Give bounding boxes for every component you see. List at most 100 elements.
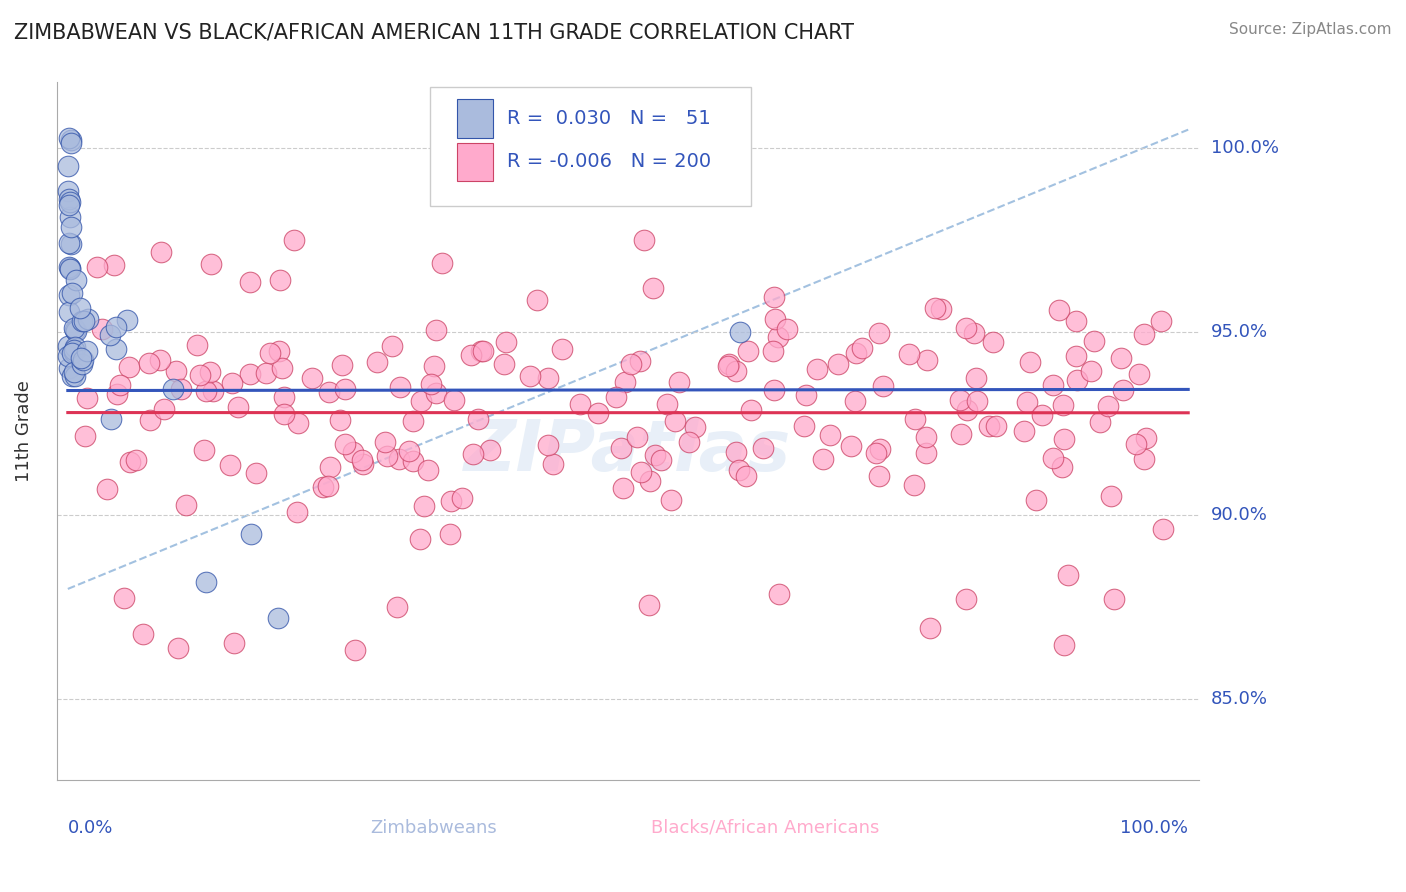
Point: [58, 236, 80, 251]
Text: 90.0%: 90.0%: [1211, 507, 1267, 524]
Point: [254, 367, 277, 381]
Point: [170, 382, 193, 396]
Point: [149, 353, 172, 368]
Point: [1083, 334, 1105, 348]
Point: [352, 457, 374, 471]
Point: [763, 311, 786, 326]
Point: [626, 430, 648, 444]
Point: [402, 414, 425, 428]
Point: [1097, 399, 1119, 413]
Point: [344, 643, 367, 657]
Point: [86, 260, 108, 274]
Point: [460, 348, 482, 362]
Point: [551, 342, 574, 356]
Point: [1042, 377, 1064, 392]
Point: [70, 351, 93, 366]
Point: [1099, 489, 1122, 503]
Point: [162, 382, 184, 396]
Point: [1042, 450, 1064, 465]
Point: [342, 445, 364, 459]
Text: Zimbabweans: Zimbabweans: [370, 819, 498, 837]
Point: [820, 427, 842, 442]
Point: [319, 459, 342, 474]
Point: [58, 260, 80, 274]
Point: [62, 369, 84, 384]
Point: [718, 357, 741, 371]
Point: [70, 314, 93, 328]
Point: [76, 391, 98, 405]
Point: [735, 469, 758, 483]
Point: [1053, 638, 1076, 652]
Point: [112, 591, 135, 606]
FancyBboxPatch shape: [457, 143, 494, 181]
Point: [811, 452, 834, 467]
Point: [58, 192, 80, 206]
Point: [108, 377, 131, 392]
Point: [793, 419, 815, 434]
Point: [1056, 568, 1078, 582]
Point: [633, 233, 655, 247]
Point: [664, 414, 686, 428]
Point: [1088, 415, 1111, 429]
Point: [728, 325, 751, 339]
Point: [59, 133, 82, 147]
Point: [467, 412, 489, 426]
Point: [96, 482, 118, 496]
Point: [75, 429, 97, 443]
Point: [330, 358, 353, 372]
Point: [59, 219, 82, 234]
Point: [657, 397, 679, 411]
Point: [259, 346, 281, 360]
Point: [425, 323, 447, 337]
Point: [312, 480, 335, 494]
Point: [903, 477, 925, 491]
Point: [827, 357, 849, 371]
Point: [56, 349, 79, 363]
Point: [388, 380, 411, 394]
Point: [58, 361, 80, 376]
Text: ZIMBABWEAN VS BLACK/AFRICAN AMERICAN 11TH GRADE CORRELATION CHART: ZIMBABWEAN VS BLACK/AFRICAN AMERICAN 11T…: [14, 22, 853, 42]
Point: [620, 357, 643, 371]
Point: [115, 313, 138, 327]
Point: [195, 574, 218, 589]
Point: [267, 611, 290, 625]
Point: [439, 527, 461, 541]
Text: 100.0%: 100.0%: [1121, 819, 1188, 837]
Point: [195, 384, 218, 398]
Point: [56, 185, 79, 199]
Point: [59, 210, 82, 224]
Y-axis label: 11th Grade: 11th Grade: [15, 380, 32, 482]
Point: [59, 262, 82, 277]
Point: [374, 435, 396, 450]
Point: [432, 256, 454, 270]
Point: [740, 403, 762, 417]
Point: [73, 314, 96, 328]
Point: [845, 346, 868, 360]
Point: [138, 356, 160, 370]
Point: [659, 493, 682, 508]
Point: [1015, 395, 1038, 409]
Point: [152, 402, 174, 417]
Point: [763, 290, 786, 304]
Point: [287, 416, 309, 430]
Point: [638, 474, 661, 488]
Point: [914, 429, 936, 443]
Point: [1080, 364, 1102, 378]
Point: [285, 505, 308, 519]
Point: [118, 360, 141, 375]
Point: [139, 413, 162, 427]
Point: [1132, 326, 1154, 341]
Point: [149, 245, 172, 260]
Point: [273, 390, 295, 404]
Point: [872, 379, 894, 393]
Point: [766, 330, 789, 344]
Point: [104, 320, 127, 334]
Text: R =  0.030   N =   51: R = 0.030 N = 51: [508, 109, 710, 128]
Point: [869, 469, 891, 483]
Point: [955, 592, 977, 607]
Point: [1019, 355, 1042, 369]
Point: [165, 364, 187, 378]
Point: [118, 455, 141, 469]
Point: [920, 621, 942, 635]
Point: [62, 343, 84, 357]
